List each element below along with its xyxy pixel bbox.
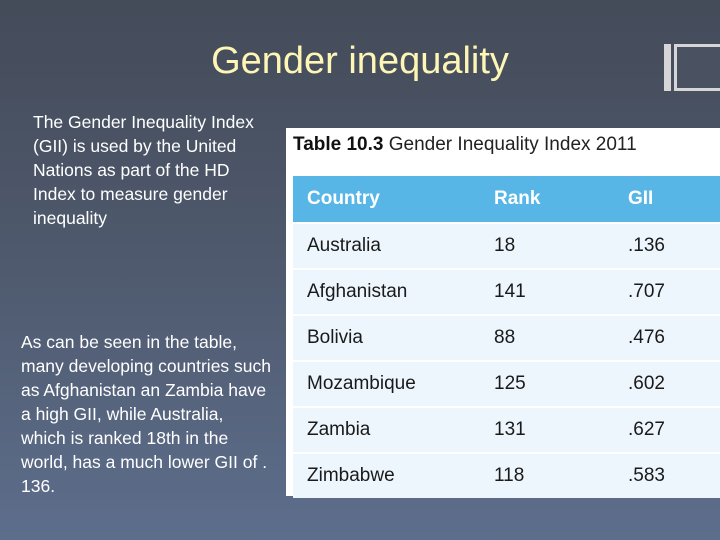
cell-country: Zimbabwe xyxy=(293,452,480,498)
cell-rank: 88 xyxy=(480,314,614,361)
decorative-bar-thin xyxy=(664,44,671,91)
table-row: Bolivia 88 .476 xyxy=(293,314,720,361)
table-header-row: Country Rank GII xyxy=(293,176,720,223)
header-rank: Rank xyxy=(480,176,614,223)
table-row: Mozambique 125 .602 xyxy=(293,360,720,407)
decorative-bracket xyxy=(664,44,720,91)
header-gii: GII xyxy=(614,176,720,223)
header-country: Country xyxy=(293,176,480,223)
table-row: Afghanistan 141 .707 xyxy=(293,268,720,315)
cell-country: Australia xyxy=(293,222,480,269)
cell-rank: 141 xyxy=(480,268,614,315)
gii-table: Country Rank GII Australia 18 .136 Afgha… xyxy=(293,176,720,498)
table-caption-number: Table 10.3 xyxy=(293,134,384,155)
cell-gii: .707 xyxy=(614,268,720,315)
cell-rank: 118 xyxy=(480,452,614,498)
gii-table-card: Table 10.3 Gender Inequality Index 2011 … xyxy=(286,128,720,498)
cell-rank: 18 xyxy=(480,222,614,269)
table-caption: Table 10.3 Gender Inequality Index 2011 xyxy=(293,134,637,156)
explanation-paragraph: As can be seen in the table, many develo… xyxy=(21,332,272,496)
cell-rank: 131 xyxy=(480,406,614,453)
decorative-bar-frame xyxy=(674,44,720,91)
cell-gii: .627 xyxy=(614,406,720,453)
cell-rank: 125 xyxy=(480,360,614,407)
table-caption-text: Gender Inequality Index 2011 xyxy=(388,134,637,155)
slide-title: Gender inequality xyxy=(211,40,509,82)
cell-country: Zambia xyxy=(293,406,480,453)
table-row: Zimbabwe 118 .583 xyxy=(293,452,720,498)
cell-country: Bolivia xyxy=(293,314,480,361)
table-row: Australia 18 .136 xyxy=(293,222,720,269)
cell-gii: .476 xyxy=(614,314,720,361)
intro-paragraph: The Gender Inequality Index (GII) is use… xyxy=(33,112,254,228)
cell-gii: .136 xyxy=(614,222,720,269)
cell-gii: .583 xyxy=(614,452,720,498)
table-row: Zambia 131 .627 xyxy=(293,406,720,453)
cell-country: Mozambique xyxy=(293,360,480,407)
cell-gii: .602 xyxy=(614,360,720,407)
cell-country: Afghanistan xyxy=(293,268,480,315)
